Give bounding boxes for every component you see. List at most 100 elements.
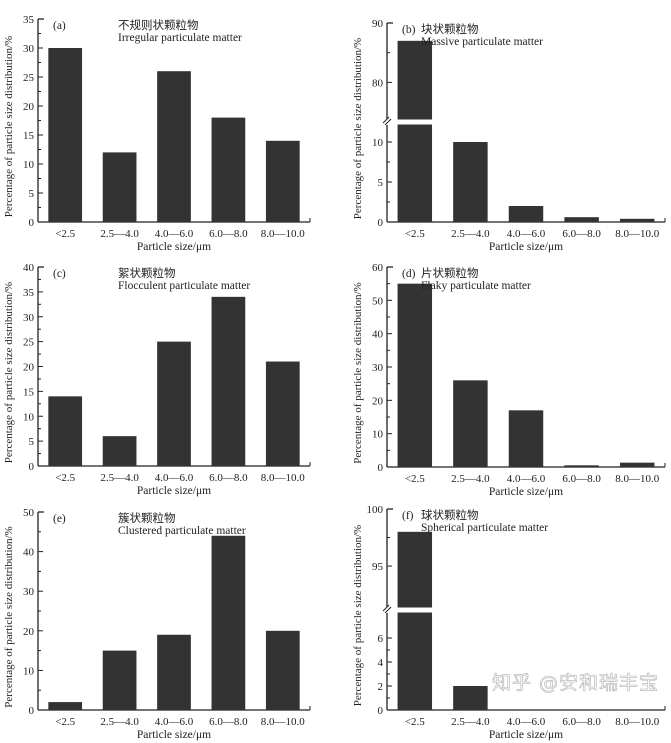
bar [265,630,300,710]
y-tick-label: 0 [29,461,35,473]
x-tick-label: 6.0—8.0 [562,228,601,240]
panel-letter: (e) [53,513,66,525]
bar [102,152,137,222]
y-tick-label: 10 [23,159,35,171]
x-tick-label: 2.5—4.0 [451,716,490,728]
bar [619,218,655,222]
panel-letter: (b) [402,24,416,36]
x-tick-label: 8.0—10.0 [615,228,660,240]
axis-break-gap [382,119,392,125]
y-tick-label: 30 [23,586,35,598]
bar [453,142,488,222]
bar [265,140,300,222]
bar [453,380,488,467]
panel-title-cn: 球状颗粒物 [421,508,479,522]
x-tick-label: 4.0—6.0 [155,228,194,240]
y-tick-label: 0 [378,705,384,717]
y-axis-title: Percentage of particle size distribution… [3,282,15,463]
bar [48,396,83,466]
x-tick-label: 4.0—6.0 [155,472,194,484]
x-tick-label: 4.0—6.0 [507,716,546,728]
x-tick-label: <2.5 [55,472,75,484]
y-tick-label: 30 [23,43,35,55]
y-tick-label: 40 [372,329,384,341]
y-axis-title: Percentage of particle size distribution… [352,525,364,706]
panel-letter: (f) [402,510,414,522]
y-tick-label: 15 [23,386,35,398]
bar [265,361,300,466]
y-tick-label: 6 [378,633,384,645]
panel-title: Spherical particulate matter [421,522,548,534]
y-tick-label: 20 [372,395,384,407]
y-axis-title: Percentage of particle size distribution… [3,36,15,217]
x-axis-title: Particle size/μm [137,485,211,497]
panel-title-cn: 簇状颗粒物 [118,511,176,525]
bar [508,206,544,222]
y-axis-title: Percentage of particle size distribution… [352,282,364,463]
x-tick-label: 2.5—4.0 [100,472,139,484]
y-tick-label: 4 [378,657,384,669]
y-tick-label: 35 [23,14,35,26]
y-tick-label: 25 [23,337,35,349]
y-tick-label: 95 [372,561,384,573]
panel-title: Flaky particulate matter [421,280,531,292]
x-tick-label: 2.5—4.0 [451,228,490,240]
bar [48,48,83,222]
x-tick-label: 4.0—6.0 [507,473,546,485]
y-tick-label: 40 [23,262,35,274]
y-tick-label: 100 [367,504,384,516]
y-tick-label: 10 [372,137,384,149]
y-tick-label: 10 [372,429,384,441]
y-tick-label: 30 [372,362,384,374]
panel-title-cn: 絮状颗粒物 [118,266,176,280]
panel-letter: (d) [402,268,416,280]
panel-title-cn: 片状颗粒物 [421,266,479,280]
y-tick-label: 30 [23,312,35,324]
bar [211,535,246,710]
axis-break-mark [384,606,392,614]
panel-title: Irregular particulate matter [118,32,242,44]
bar [397,531,433,710]
y-axis-title: Percentage of particle size distribution… [3,526,15,707]
bar-break-gap [396,607,434,613]
y-tick-label: 80 [372,77,384,89]
x-axis-title: Particle size/μm [137,729,211,741]
y-tick-label: 35 [23,287,35,299]
x-axis-title: Particle size/μm [489,486,563,498]
x-tick-label: 8.0—10.0 [615,473,660,485]
y-tick-label: 25 [23,72,35,84]
x-tick-label: 2.5—4.0 [100,716,139,728]
bar [157,341,191,466]
axis-break-gap [382,607,392,613]
y-tick-label: 2 [378,681,384,693]
axis-break-mark [382,116,390,124]
bar [397,40,433,222]
y-tick-label: 90 [372,18,384,30]
bar [102,436,137,466]
bar-break-gap [396,119,434,125]
x-tick-label: <2.5 [405,716,425,728]
y-tick-label: 40 [23,547,35,559]
y-tick-label: 15 [23,130,35,142]
x-tick-label: 4.0—6.0 [507,228,546,240]
x-tick-label: <2.5 [55,716,75,728]
y-tick-label: 0 [378,462,384,474]
x-tick-label: 2.5—4.0 [451,473,490,485]
x-axis-title: Particle size/μm [489,729,563,741]
x-tick-label: 6.0—8.0 [562,716,601,728]
panel-letter: (a) [53,20,66,32]
x-tick-label: 8.0—10.0 [261,228,306,240]
bar [102,650,137,710]
y-tick-label: 20 [23,362,35,374]
y-tick-label: 5 [29,188,35,200]
bar [619,462,655,467]
y-tick-label: 0 [378,217,384,229]
bar [157,634,191,710]
panel-title-cn: 不规则状颗粒物 [118,18,199,32]
y-tick-label: 50 [23,507,35,519]
x-tick-label: <2.5 [405,473,425,485]
x-tick-label: 4.0—6.0 [155,716,194,728]
y-tick-label: 20 [23,101,35,113]
y-tick-label: 5 [29,436,35,448]
